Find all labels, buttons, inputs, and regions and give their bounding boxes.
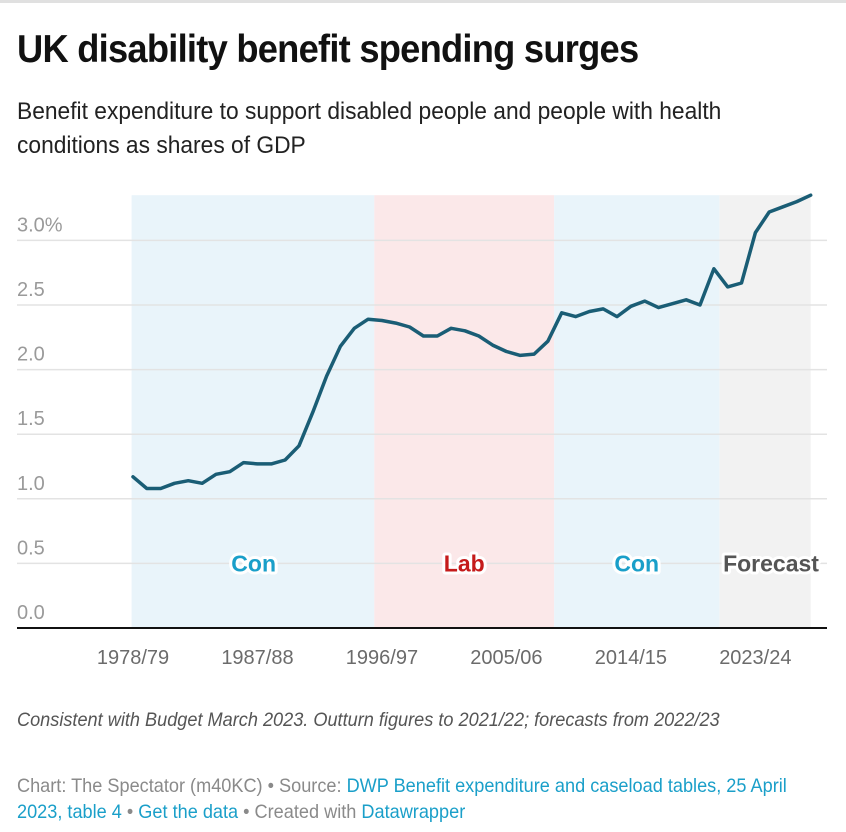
data-point: [421, 334, 425, 338]
data-point: [491, 343, 495, 347]
band-lab: [374, 195, 555, 628]
data-point: [712, 267, 716, 271]
y-tick-label: 2.5: [17, 279, 45, 301]
data-point: [767, 210, 771, 214]
data-point: [726, 285, 730, 289]
band-label-forecast: Forecast: [723, 550, 819, 576]
data-point: [325, 374, 329, 378]
data-point: [228, 470, 232, 474]
data-point: [532, 352, 536, 356]
data-point: [684, 298, 688, 302]
y-tick-label: 0.5: [17, 537, 45, 559]
data-point: [753, 231, 757, 235]
line-chart: 0.0 0.5 1.0 1.5 2.0 2.5 3.0% 1978/79 1987/88 199…: [17, 193, 827, 669]
footer-created-with: • Created with: [238, 801, 362, 823]
band-forecast: [719, 195, 811, 628]
data-point: [477, 334, 481, 338]
band-labels: Con Lab Con Forecast: [228, 547, 822, 579]
x-axis-ticks: 1978/79 1987/88 1996/97 2005/06 2014/15 2023/…: [97, 647, 792, 669]
data-point: [352, 326, 356, 330]
data-point: [380, 319, 384, 323]
band-con: [554, 195, 720, 628]
data-point: [781, 205, 785, 209]
y-tick-label: 1.0: [17, 473, 45, 495]
get-the-data-link[interactable]: Get the data: [138, 801, 239, 823]
data-point: [670, 302, 674, 306]
x-tick-label: 1978/79: [97, 647, 169, 669]
data-point: [463, 329, 467, 333]
x-tick-label: 2014/15: [595, 647, 667, 669]
data-point: [214, 472, 218, 476]
data-point: [283, 458, 287, 462]
data-point: [504, 350, 508, 354]
data-point: [242, 461, 246, 465]
data-point: [186, 479, 190, 483]
data-point: [435, 334, 439, 338]
data-point: [587, 309, 591, 313]
data-point: [200, 481, 204, 485]
party-bands: [131, 195, 811, 628]
chart-title: UK disability benefit spending surges: [17, 28, 639, 71]
data-point: [394, 321, 398, 325]
source-link[interactable]: DWP Benefit expenditure and caseload tab…: [17, 775, 787, 823]
data-point: [297, 444, 301, 448]
chart-footer: Chart: The Spectator (m40KC) • Source: D…: [17, 773, 789, 825]
x-tick-label: 2023/24: [719, 647, 791, 669]
data-point: [740, 281, 744, 285]
data-point: [560, 311, 564, 315]
data-point: [255, 462, 259, 466]
data-point: [338, 344, 342, 348]
gridlines: [17, 239, 827, 565]
data-point: [574, 315, 578, 319]
data-point: [615, 315, 619, 319]
data-point: [172, 481, 176, 485]
y-tick-label: 3.0%: [17, 214, 63, 236]
y-tick-label: 0.0: [17, 602, 45, 624]
data-point: [269, 462, 273, 466]
band-con: [131, 195, 375, 628]
data-point: [643, 299, 647, 303]
data-point: [408, 325, 412, 329]
data-point: [698, 303, 702, 307]
top-border: [0, 0, 846, 3]
data-point: [809, 193, 813, 197]
y-axis-ticks: 0.0 0.5 1.0 1.5 2.0 2.5 3.0%: [17, 214, 63, 624]
data-point: [629, 304, 633, 308]
data-point: [311, 410, 315, 414]
chart-notes: Consistent with Budget March 2023. Outtu…: [17, 709, 720, 731]
band-label-con: Con: [614, 550, 659, 576]
series-line: [131, 193, 813, 491]
footer-credit: Chart: The Spectator (m40KC) • Source:: [17, 775, 347, 797]
band-label-lab: Lab: [444, 550, 485, 576]
datawrapper-link[interactable]: Datawrapper: [361, 801, 466, 823]
data-point: [131, 475, 135, 479]
data-point: [159, 486, 163, 490]
data-point: [795, 200, 799, 204]
data-point: [657, 306, 661, 310]
data-point: [518, 353, 522, 357]
x-tick-label: 2005/06: [470, 647, 542, 669]
chart-subtitle: Benefit expenditure to support disabled …: [17, 98, 722, 159]
x-tick-label: 1987/88: [221, 647, 293, 669]
band-label-con: Con: [231, 550, 276, 576]
data-point: [145, 486, 149, 490]
data-point: [546, 339, 550, 343]
footer-separator: •: [121, 801, 139, 823]
data-point: [601, 307, 605, 311]
data-point: [449, 326, 453, 330]
y-tick-label: 1.5: [17, 408, 45, 430]
x-tick-label: 1996/97: [346, 647, 418, 669]
data-point: [366, 317, 370, 321]
y-tick-label: 2.0: [17, 344, 45, 366]
